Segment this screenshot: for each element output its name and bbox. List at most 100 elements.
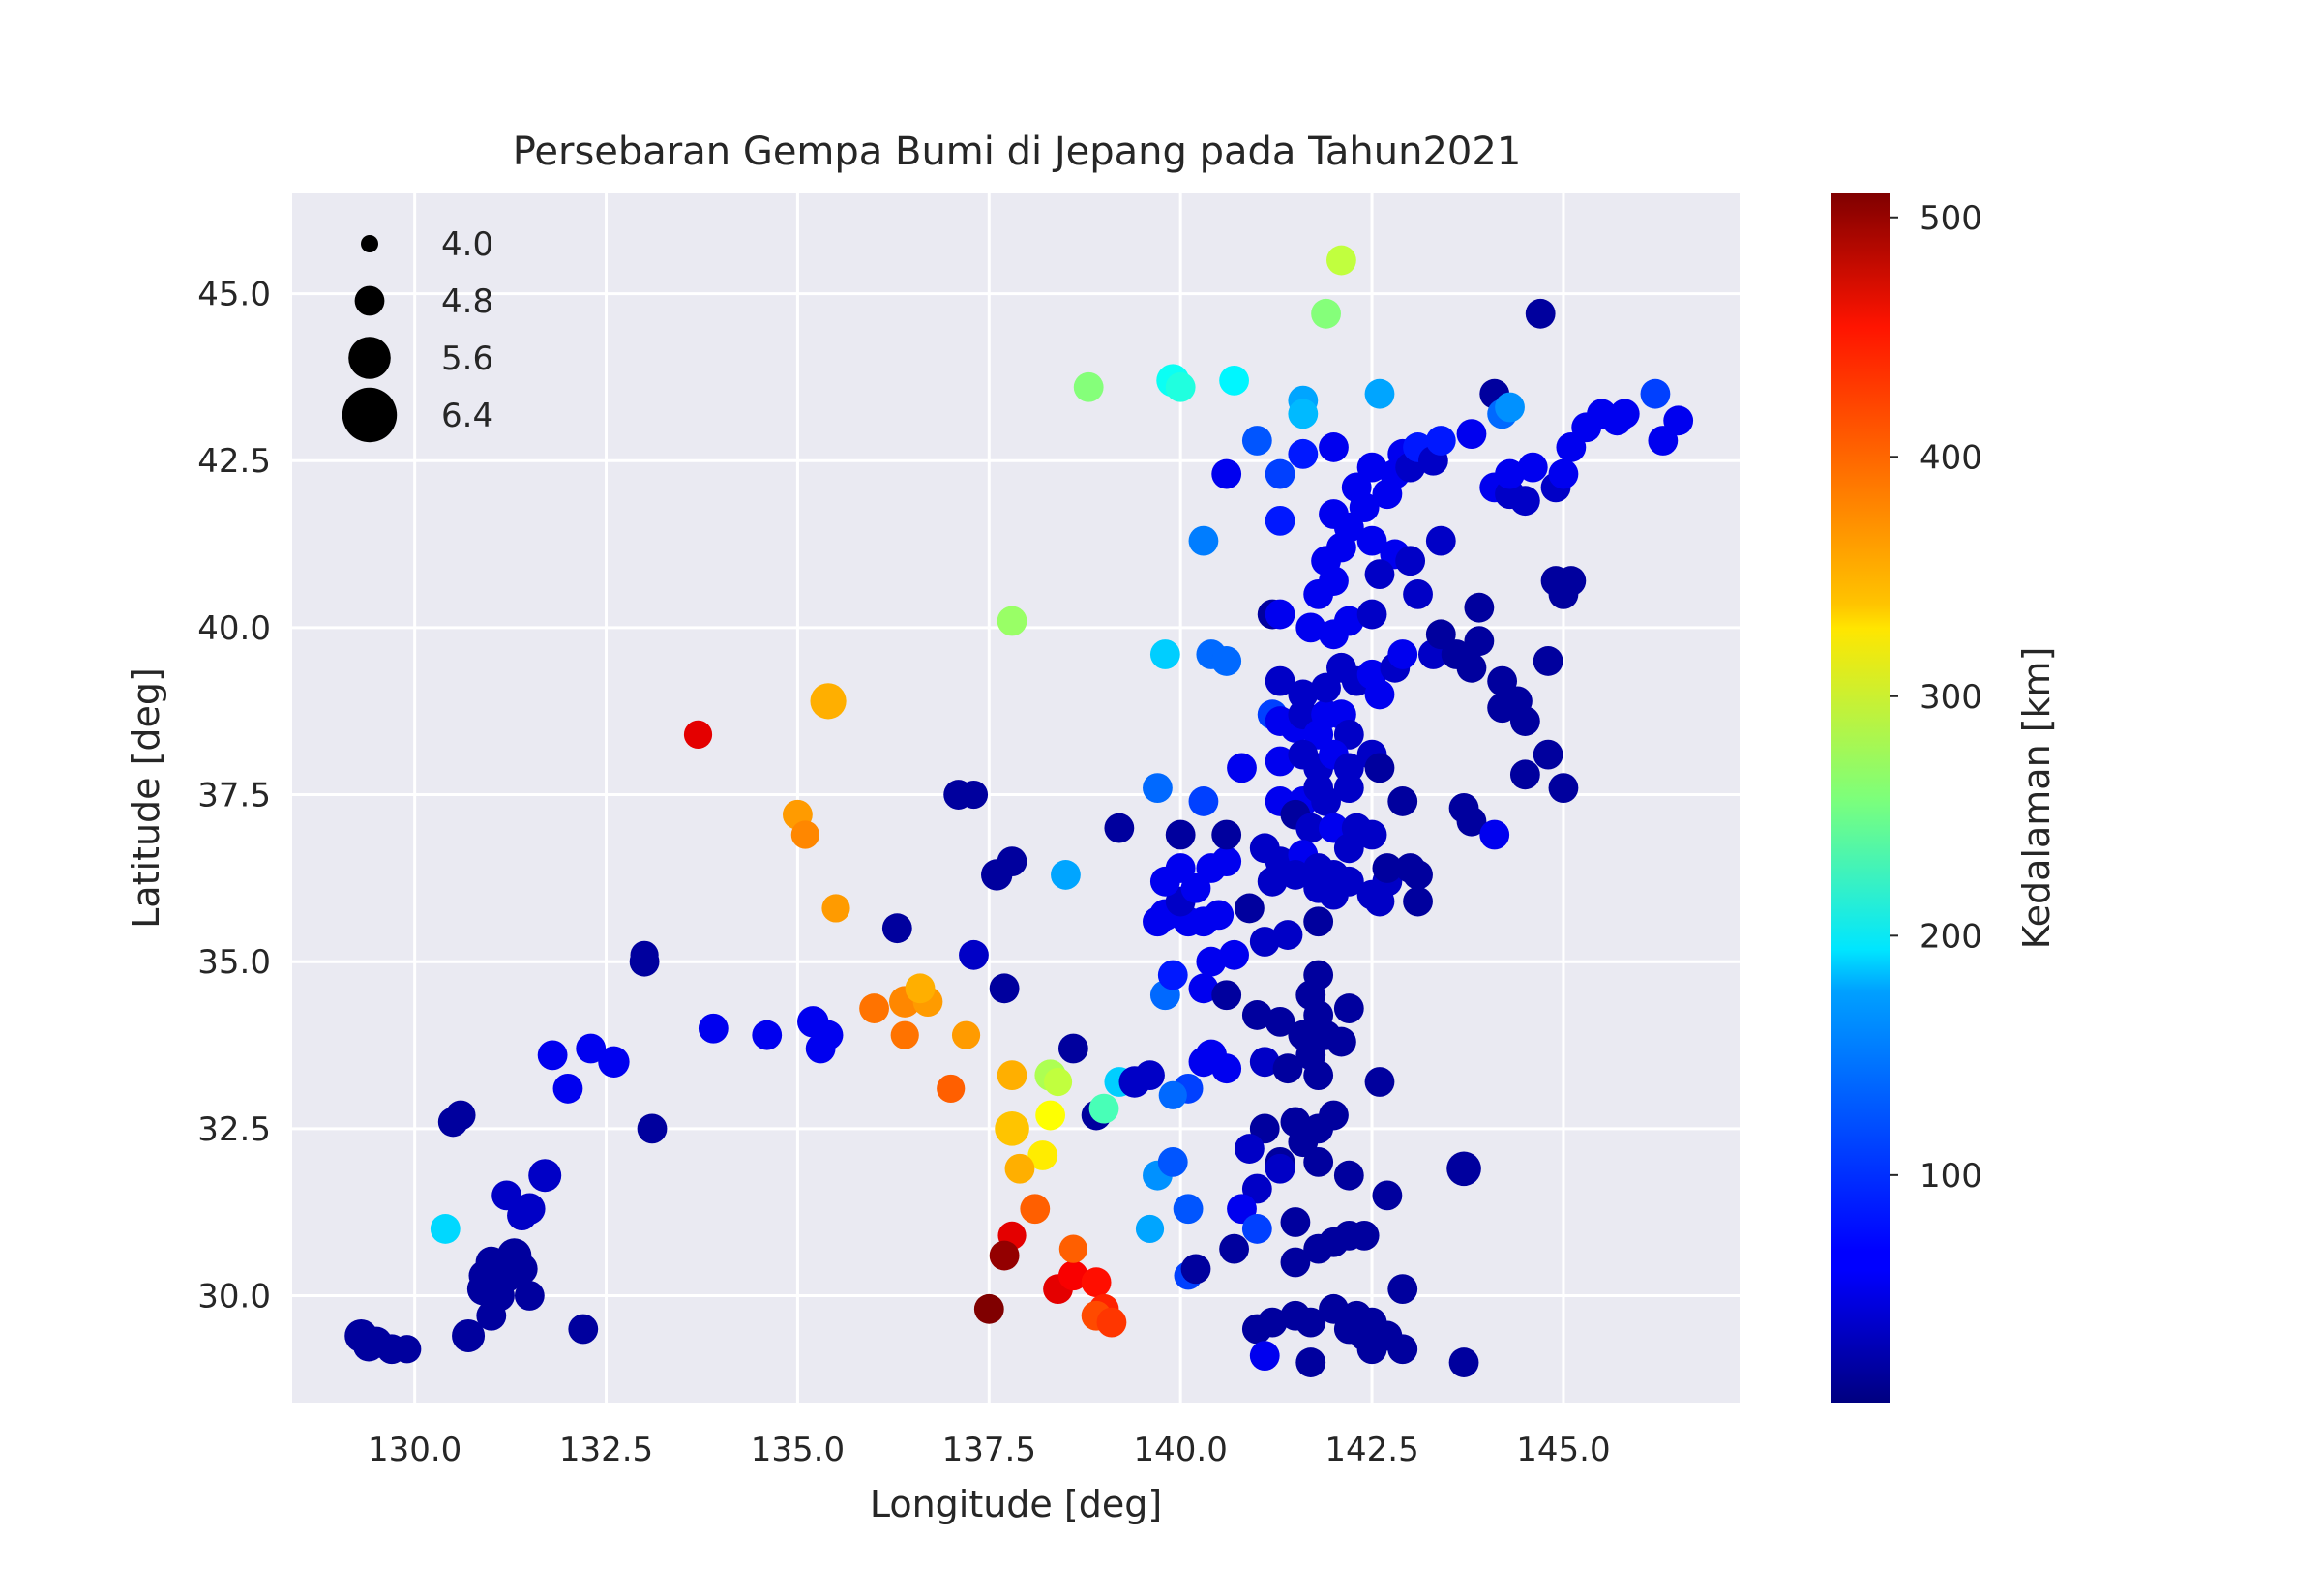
earthquake-point [1257, 1307, 1288, 1338]
earthquake-point [1249, 1341, 1280, 1372]
earthquake-point [1241, 1000, 1272, 1030]
size-legend-marker [354, 285, 385, 316]
colorbar-tick-label: 400 [1920, 438, 1982, 477]
earthquake-point [445, 1100, 476, 1131]
earthquake-point [937, 1074, 966, 1104]
earthquake-point [568, 1314, 599, 1345]
earthquake-point [752, 1020, 783, 1050]
y-tick-label: 40.0 [197, 609, 271, 648]
earthquake-point [1364, 679, 1395, 710]
earthquake-point [1265, 1006, 1295, 1037]
colorbar-tick-label: 300 [1920, 678, 1982, 717]
earthquake-point [1249, 927, 1280, 957]
earthquake-point [905, 973, 936, 1004]
earthquake-point [1235, 893, 1265, 924]
earthquake-point [1387, 786, 1418, 816]
earthquake-point [1403, 578, 1433, 609]
earthquake-point [1288, 399, 1319, 429]
earthquake-point [1249, 1047, 1280, 1078]
earthquake-point [821, 894, 850, 923]
earthquake-point [1219, 365, 1249, 396]
earthquake-point [1533, 739, 1563, 770]
colorbar-label: Kedalaman [km] [2015, 647, 2058, 950]
earthquake-point [1265, 458, 1295, 489]
earthquake-point [1487, 693, 1518, 724]
earthquake-point [1509, 486, 1540, 517]
earthquake-point [1057, 1260, 1088, 1291]
earthquake-point [997, 846, 1027, 877]
earthquake-point [1446, 1151, 1481, 1187]
earthquake-point [528, 1159, 562, 1193]
earthquake-point [1303, 1146, 1334, 1177]
chart-title: Persebaran Gempa Bumi di Jepang pada Tah… [513, 130, 1522, 174]
colorbar-tick-label: 100 [1920, 1157, 1982, 1196]
earthquake-point [1640, 378, 1671, 409]
earthquake-point [1020, 1194, 1051, 1225]
y-axis-label: Latitude [deg] [125, 667, 167, 929]
earthquake-point [1165, 853, 1196, 883]
colorbar [1831, 193, 1890, 1403]
earthquake-point [1403, 886, 1433, 917]
earthquake-point [1356, 599, 1387, 630]
earthquake-point [1326, 1026, 1356, 1057]
earthquake-point [1157, 1146, 1188, 1177]
earthquake-point [1165, 819, 1196, 850]
earthquake-point [1356, 452, 1387, 483]
earthquake-point [995, 1111, 1029, 1146]
earthquake-point [1333, 993, 1364, 1023]
x-tick-label: 130.0 [368, 1431, 461, 1469]
earthquake-point [1456, 419, 1487, 450]
earthquake-point [1180, 1254, 1211, 1285]
earthquake-point [1387, 639, 1418, 669]
earthquake-point [1448, 1347, 1479, 1377]
earthquake-point [1211, 980, 1242, 1011]
earthquake-point [1188, 525, 1219, 556]
earthquake-point [1280, 1207, 1311, 1237]
earthquake-point [430, 1214, 461, 1244]
earthquake-point [1227, 753, 1257, 783]
earthquake-point [1548, 578, 1579, 609]
earthquake-point [1204, 900, 1235, 931]
earthquake-point [1272, 1053, 1303, 1084]
earthquake-point [1395, 546, 1426, 576]
earthquake-point [1295, 612, 1326, 643]
earthquake-point [1319, 432, 1349, 462]
earthquake-point [1333, 773, 1364, 804]
colorbar-tick-label: 500 [1920, 199, 1982, 238]
earthquake-point [881, 913, 912, 944]
earthquake-point [1288, 679, 1319, 710]
earthquake-point [1364, 886, 1395, 917]
earthquake-point [1509, 706, 1540, 736]
earthquake-point [1280, 860, 1311, 890]
earthquake-point [1333, 1160, 1364, 1191]
earthquake-point [537, 1040, 568, 1071]
earthquake-point [1188, 786, 1219, 816]
earthquake-point [1043, 1067, 1073, 1097]
earthquake-point [1211, 646, 1242, 676]
earthquake-point [1387, 1274, 1418, 1304]
earthquake-point [1088, 1093, 1119, 1124]
earthquake-point [1311, 298, 1341, 329]
earthquake-point [552, 1074, 583, 1104]
earthquake-point [1303, 906, 1334, 937]
earthquake-point [1311, 786, 1341, 816]
size-legend-label: 6.4 [441, 397, 493, 435]
earthquake-point [951, 1020, 981, 1049]
earthquake-point [1319, 1100, 1349, 1131]
x-tick-label: 135.0 [751, 1431, 845, 1469]
earthquake-point [1403, 860, 1433, 890]
earthquake-point [1303, 960, 1334, 990]
x-tick-label: 145.0 [1516, 1431, 1610, 1469]
size-legend-marker [348, 337, 391, 379]
earthquake-point [1265, 505, 1295, 536]
earthquake-point [1035, 1100, 1066, 1131]
earthquake-point [1211, 1053, 1242, 1084]
earthquake-point [1663, 405, 1694, 436]
y-tick-label: 35.0 [197, 943, 271, 982]
earthquake-point [1058, 1234, 1087, 1263]
earthquake-point [1288, 438, 1319, 469]
earthquake-point [1211, 819, 1242, 850]
earthquake-point [630, 940, 659, 969]
earthquake-point [1149, 639, 1180, 669]
earthquake-point [989, 1240, 1020, 1271]
